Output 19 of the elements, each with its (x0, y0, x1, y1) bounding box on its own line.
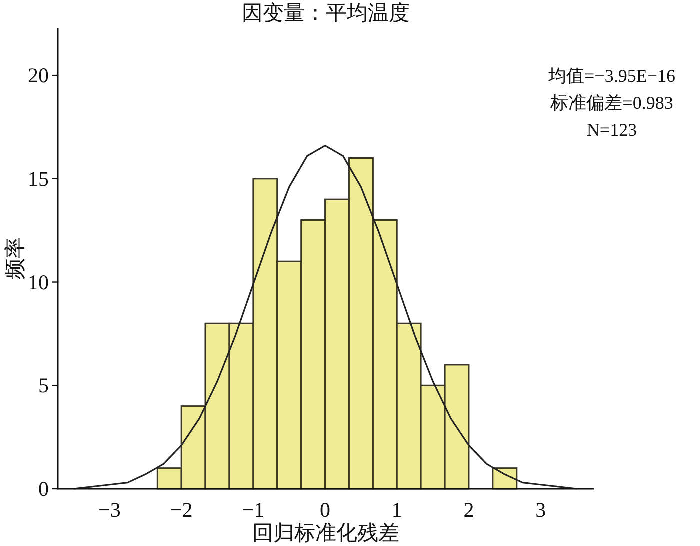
y-tick-label: 5 (38, 374, 49, 398)
x-tick-label: 1 (392, 498, 402, 522)
y-axis-title: 频率 (3, 238, 27, 280)
x-tick-label: 0 (320, 498, 331, 522)
annotation: N=123 (586, 120, 638, 140)
annotation: 标准偏差=0.983 (550, 93, 674, 113)
x-tick-label: −2 (170, 498, 193, 522)
y-tick-label: 20 (28, 64, 49, 88)
y-tick-label: 0 (38, 477, 49, 501)
y-tick-label: 10 (28, 270, 49, 294)
x-tick-label: 3 (536, 498, 546, 522)
annotation: 均值=−3.95E−16 (548, 66, 676, 86)
line-series (73, 145, 578, 490)
x-tick-label: 2 (464, 498, 474, 522)
chart-title: 因变量：平均温度 (242, 1, 410, 25)
x-tick-label: −1 (242, 498, 265, 522)
x-tick-label: −3 (98, 498, 121, 522)
y-tick-label: 15 (28, 166, 49, 191)
x-axis-title: 回归标准化残差 (252, 521, 400, 545)
